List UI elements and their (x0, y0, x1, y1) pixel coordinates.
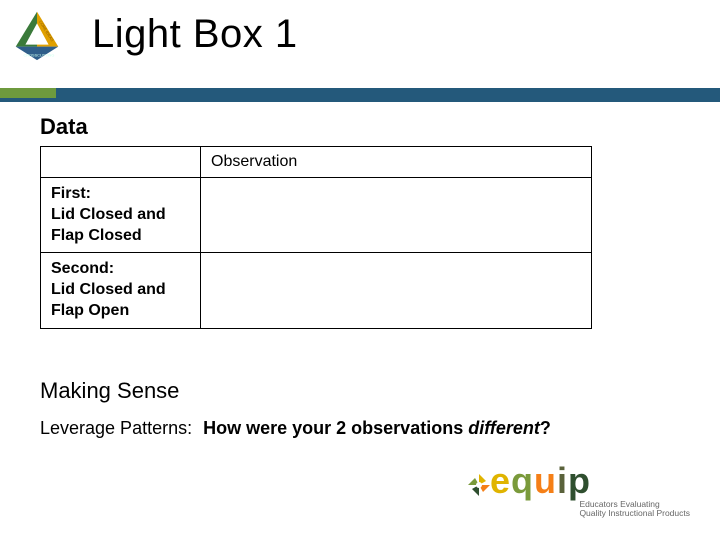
row-label-first: First: Lid Closed and Flap Closed (41, 178, 201, 253)
table-header-blank (41, 147, 201, 178)
table-header-observation: Observation (201, 147, 592, 178)
equip-logo: equip Educators Evaluating Quality Instr… (490, 460, 690, 522)
equip-tagline: Educators Evaluating Quality Instruction… (579, 500, 690, 519)
data-table: Observation First: Lid Closed and Flap C… (40, 146, 592, 329)
prompt-bold-italic: different (468, 418, 540, 438)
slide: PRACTICES CORE IDEAS CROSSCUTTING Light … (0, 0, 720, 540)
table-row: Second: Lid Closed and Flap Open (41, 253, 592, 328)
prompt-bold: How were your 2 observations (203, 418, 468, 438)
page-title: Light Box 1 (92, 12, 298, 57)
accent-bar (0, 88, 720, 102)
equip-wordmark: equip (490, 460, 690, 502)
section-heading-data: Data (40, 114, 88, 140)
svg-text:CROSSCUTTING: CROSSCUTTING (23, 53, 54, 57)
ngss-logo: PRACTICES CORE IDEAS CROSSCUTTING (8, 6, 66, 64)
equip-pinwheel-icon (466, 472, 492, 498)
observation-cell-first (201, 178, 592, 253)
accent-chip (0, 88, 56, 98)
leverage-patterns-prompt: Leverage Patterns: How were your 2 obser… (40, 418, 551, 439)
observation-cell-second (201, 253, 592, 328)
prompt-lead: Leverage Patterns: (40, 418, 192, 438)
section-heading-making-sense: Making Sense (40, 378, 179, 404)
table-row: First: Lid Closed and Flap Closed (41, 178, 592, 253)
row-label-second: Second: Lid Closed and Flap Open (41, 253, 201, 328)
prompt-tail: ? (540, 418, 551, 438)
